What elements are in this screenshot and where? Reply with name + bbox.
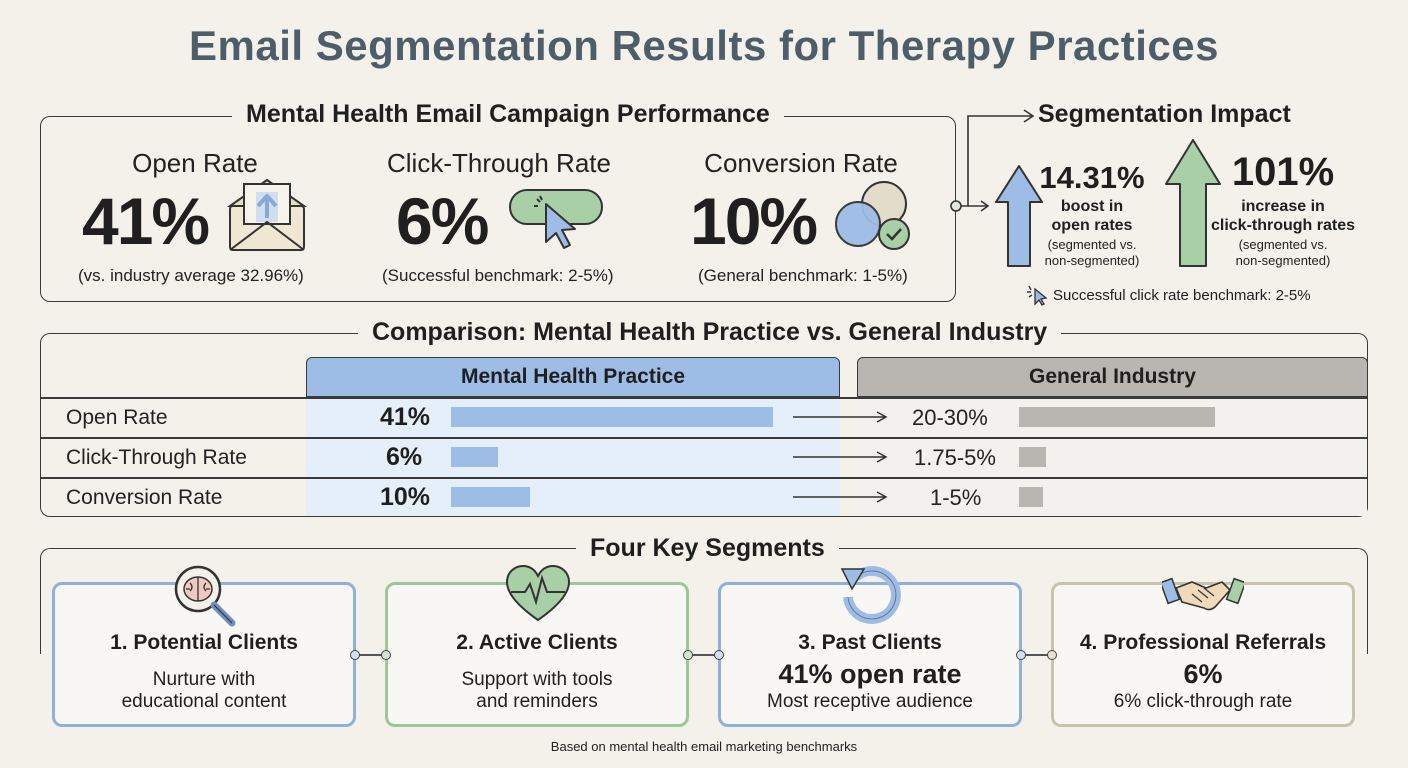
mh-value-label: 6%	[386, 443, 423, 471]
mh-column-label: Mental Health Practice	[460, 365, 686, 388]
gi-bar	[1019, 487, 1043, 507]
row-divider	[40, 437, 1368, 439]
segment-connector	[1021, 654, 1053, 656]
metric-value: 10%	[690, 184, 818, 258]
cursor-icon	[1027, 285, 1048, 306]
mh-value-label: 10%	[380, 483, 431, 511]
impact-subtext: non-segmented)	[1235, 253, 1331, 268]
metric-label: Click-Through Rate	[387, 148, 611, 178]
gi-value-label: 1.75-5%	[914, 445, 996, 470]
segment-card-professional-referrals: 4. Professional Referrals 6% 6% click-th…	[1051, 582, 1355, 727]
metric-note: (General benchmark: 1-5%)	[698, 266, 908, 285]
row-label: Click-Through Rate	[66, 446, 247, 469]
segment-highlight: 6%	[1183, 659, 1223, 689]
segment-highlight: 41% open rate	[778, 659, 962, 689]
row-arrow	[793, 411, 888, 423]
segments-heading: Four Key Segments	[576, 534, 839, 563]
impact-benchmark: Successful click rate benchmark: 2-5%	[1053, 287, 1311, 304]
segment-title: 1. Potential Clients	[110, 631, 298, 654]
gi-value-label: 1-5%	[930, 485, 982, 510]
segment-text: educational content	[121, 691, 287, 712]
segment-text: Nurture with	[152, 669, 256, 690]
segment-text: Support with tools	[461, 669, 613, 690]
performance-heading: Mental Health Email Campaign Performance	[232, 100, 784, 129]
metric-note: (Successful benchmark: 2-5%)	[382, 266, 614, 285]
gi-bar	[1019, 407, 1215, 427]
cursor-click-icon	[509, 189, 603, 249]
handshake-icon	[1162, 577, 1244, 611]
mh-column-header: Mental Health Practice	[306, 357, 840, 397]
row-label: Conversion Rate	[66, 486, 223, 509]
impact-value: 14.31%	[1039, 160, 1145, 195]
segment-text: Most receptive audience	[767, 691, 973, 712]
impact-subtext: (segmented vs.	[1047, 237, 1137, 252]
segment-title: 4. Professional Referrals	[1079, 631, 1327, 654]
impact-heading: Segmentation Impact	[1038, 100, 1291, 129]
metric-note: (vs. industry average 32.96%)	[78, 266, 304, 285]
segment-title: 3. Past Clients	[798, 631, 942, 654]
metric-click-through-rate: Click-Through Rate	[366, 148, 632, 179]
heart-pulse-icon	[505, 564, 571, 622]
segment-text: and reminders	[476, 691, 598, 712]
comparison-heading: Comparison: Mental Health Practice vs. G…	[358, 318, 1062, 347]
metric-value: 6%	[396, 184, 489, 258]
venn-check-icon	[835, 181, 910, 250]
impact-text: click-through rates	[1210, 217, 1356, 234]
row-divider	[40, 397, 1368, 399]
row-arrow	[793, 451, 888, 463]
row-divider	[40, 477, 1368, 479]
metric-label: Open Rate	[132, 148, 258, 178]
mh-bar	[451, 407, 773, 427]
metric-open-rate: Open Rate	[60, 148, 330, 179]
row-arrow	[793, 491, 888, 503]
metric-value: 41%	[82, 184, 210, 258]
flow-arrow	[950, 109, 1035, 212]
impact-value: 101%	[1231, 150, 1335, 194]
connector-dot	[350, 650, 360, 660]
segment-connector	[688, 654, 720, 656]
connector-dot	[1016, 650, 1026, 660]
gi-value-label: 20-30%	[912, 405, 988, 430]
metric-label: Conversion Rate	[704, 148, 898, 178]
row-label: Open Rate	[66, 406, 168, 429]
mh-bar	[451, 487, 530, 507]
segment-text: 6% click-through rate	[1113, 691, 1293, 712]
gi-column-label: General Industry	[1029, 365, 1196, 388]
connector-dot	[714, 650, 724, 660]
mh-bar	[451, 447, 498, 467]
arrow-up-icon	[1165, 139, 1221, 267]
page-title: Email Segmentation Results for Therapy P…	[189, 22, 1219, 69]
impact-subtext: non-segmented)	[1044, 253, 1140, 268]
gi-column-header: General Industry	[857, 357, 1368, 397]
metric-conversion-rate: Conversion Rate	[676, 148, 926, 179]
brain-magnifier-icon	[174, 565, 236, 627]
mh-value-label: 41%	[380, 403, 431, 431]
segment-title: 2. Active Clients	[456, 631, 618, 654]
footer-note: Based on mental health email marketing b…	[550, 739, 858, 754]
connector-dot	[1047, 650, 1057, 660]
circular-arrow-icon	[840, 566, 901, 624]
envelope-upload-icon	[226, 178, 308, 251]
segment-connector	[355, 654, 387, 656]
arrow-up-icon	[995, 165, 1043, 267]
connector-dot	[683, 650, 693, 660]
impact-text: open rates	[1051, 217, 1133, 234]
impact-text: increase in	[1241, 198, 1325, 215]
impact-subtext: (segmented vs.	[1238, 237, 1328, 252]
connector-dot	[381, 650, 391, 660]
segment-card-past-clients: 3. Past Clients 41% open rate Most recep…	[718, 582, 1022, 727]
impact-text: boost in	[1060, 198, 1124, 215]
gi-bar	[1019, 447, 1046, 467]
